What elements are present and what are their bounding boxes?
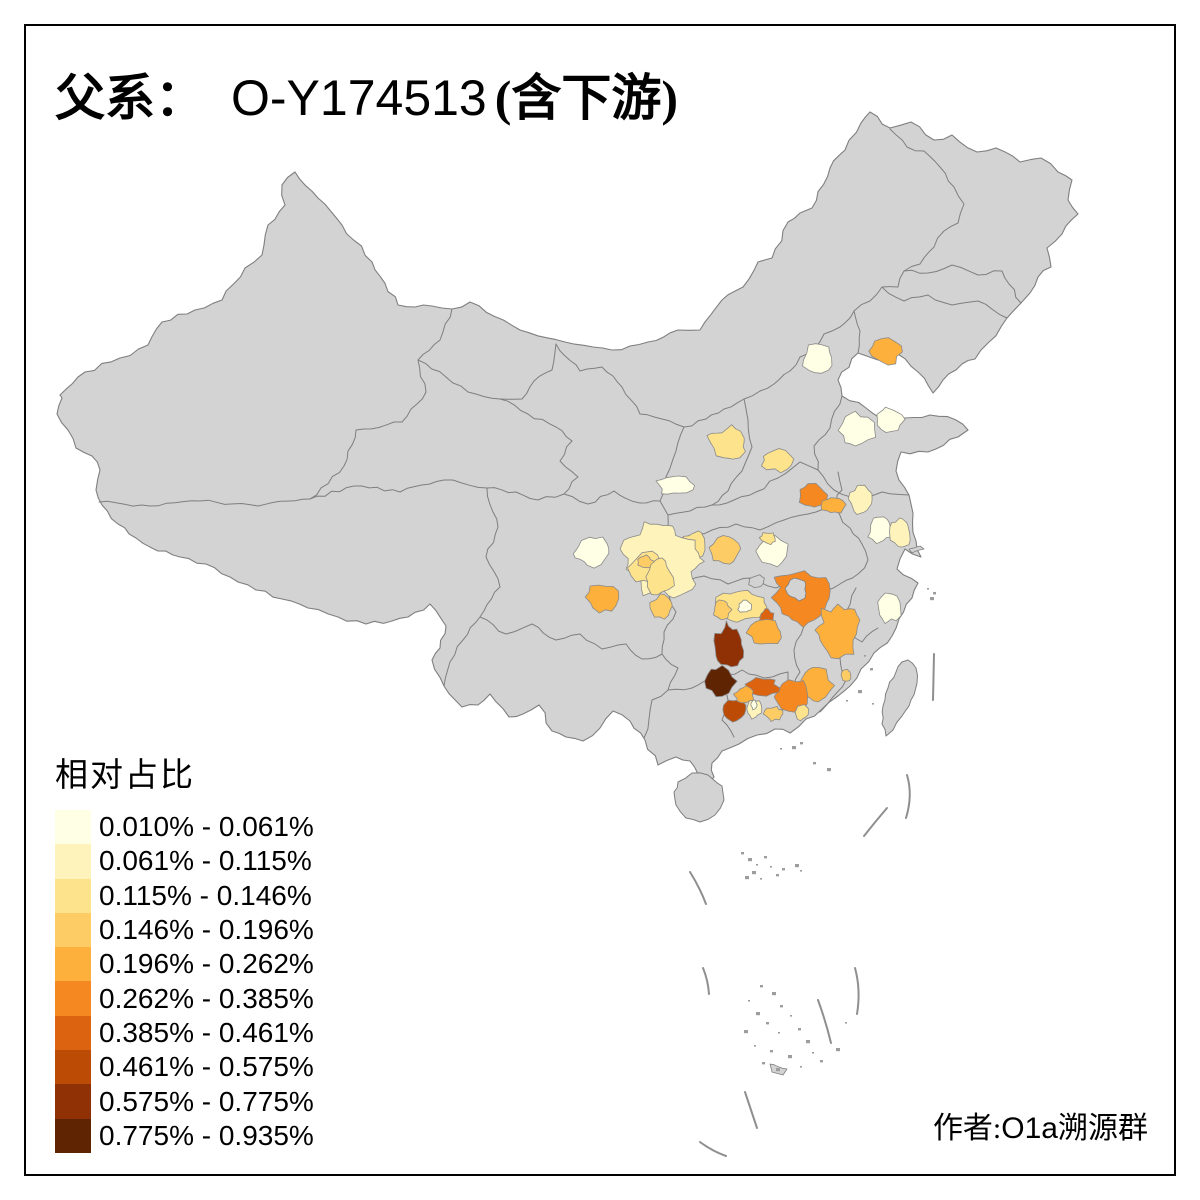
map-region-jinan <box>837 410 876 447</box>
map-region-taiyuan <box>706 424 746 460</box>
legend-rows: 0.010% - 0.061% 0.061% - 0.115% 0.115% -… <box>55 810 314 1153</box>
map-region-hengyang <box>745 619 782 645</box>
map-region-band_core <box>737 599 752 613</box>
map-region-gx_orange <box>733 685 755 704</box>
legend-color-swatch <box>55 1015 91 1051</box>
author-suffix: 溯源群 <box>1058 1112 1148 1145</box>
map-region-heyuan <box>763 706 784 722</box>
legend-range-label: 0.061% - 0.115% <box>99 845 312 877</box>
legend-range-label: 0.385% - 0.461% <box>99 1016 314 1048</box>
map-region-zhaoqing_core <box>750 699 758 711</box>
map-region-panzhihua <box>584 584 620 614</box>
legend-row: 0.775% - 0.935% <box>55 1118 314 1153</box>
legend-row: 0.115% - 0.146% <box>55 878 314 913</box>
map-region-dark10 <box>704 665 738 698</box>
map-region-hanzhong <box>655 475 695 495</box>
map-region-nantong <box>889 517 911 548</box>
author-prefix: 作者: <box>932 1112 1002 1145</box>
legend-range-label: 0.196% - 0.262% <box>99 948 314 980</box>
legend-color-swatch <box>55 1050 91 1085</box>
legend-row: 0.010% - 0.061% <box>55 810 314 845</box>
legend-color-swatch <box>55 844 91 879</box>
map-region-zunyi <box>645 557 675 596</box>
legend-range-label: 0.262% - 0.385% <box>99 982 314 1014</box>
legend-range-label: 0.575% - 0.775% <box>99 1085 314 1117</box>
legend-range-label: 0.775% - 0.935% <box>99 1119 314 1151</box>
legend-row: 0.385% - 0.461% <box>55 1015 314 1051</box>
legend-color-swatch <box>55 1118 91 1153</box>
legend-color-swatch <box>55 947 91 982</box>
map-region-suizhou <box>755 534 789 568</box>
map-region-cq_core <box>637 554 655 569</box>
map-region-xinyang_w <box>798 483 829 508</box>
legend-color-swatch <box>55 981 91 1016</box>
legend-row: 0.461% - 0.575% <box>55 1050 314 1085</box>
map-region-huludao <box>868 337 903 366</box>
legend-row: 0.061% - 0.115% <box>55 844 314 879</box>
map-region-taizhou <box>877 592 902 624</box>
map-region-beijing <box>802 343 833 374</box>
map-region-xinyang_e <box>820 497 847 514</box>
map-region-guiyang <box>649 593 673 620</box>
title-suffix: (含下游) <box>494 70 679 126</box>
page-title: 父系： O-Y174513 (含下游) <box>55 58 678 130</box>
map-region-jx_e <box>814 603 861 660</box>
legend-color-swatch <box>55 912 91 948</box>
legend-row: 0.146% - 0.196% <box>55 912 314 948</box>
legend: 相对占比 0.010% - 0.061% 0.061% - 0.115% 0.1… <box>55 748 314 1153</box>
map-region-hubei_c <box>708 535 742 565</box>
legend-range-label: 0.115% - 0.146% <box>99 879 312 911</box>
legend-color-swatch <box>55 1084 91 1119</box>
title-haplogroup: O-Y174513 <box>231 70 487 126</box>
legend-range-label: 0.010% - 0.061% <box>99 811 314 843</box>
author-latin: O1a <box>1001 1112 1058 1145</box>
map-region-weifang <box>876 406 906 433</box>
legend-row: 0.262% - 0.385% <box>55 981 314 1016</box>
legend-row: 0.196% - 0.262% <box>55 947 314 982</box>
legend-title: 相对占比 <box>55 758 195 794</box>
map-region-meizhou <box>794 704 810 722</box>
legend-row: 0.575% - 0.775% <box>55 1084 314 1119</box>
map-region-band_w <box>713 599 733 620</box>
legend-color-swatch <box>55 810 91 845</box>
legend-range-label: 0.146% - 0.196% <box>99 914 314 946</box>
author-credit: 作者:O1a溯源群 <box>933 1103 1148 1147</box>
map-region-nanjing <box>867 516 893 545</box>
map-region-suizhou_n <box>758 532 776 545</box>
map-region-yancheng <box>847 484 873 515</box>
map-region-xiamen <box>840 668 852 682</box>
map-region-chengdu <box>572 536 610 569</box>
map-region-handan <box>761 448 795 474</box>
legend-range-label: 0.461% - 0.575% <box>99 1051 314 1083</box>
title-prefix: 父系： <box>55 70 205 126</box>
map-region-dark9 <box>713 620 744 668</box>
legend-color-swatch <box>55 878 91 913</box>
